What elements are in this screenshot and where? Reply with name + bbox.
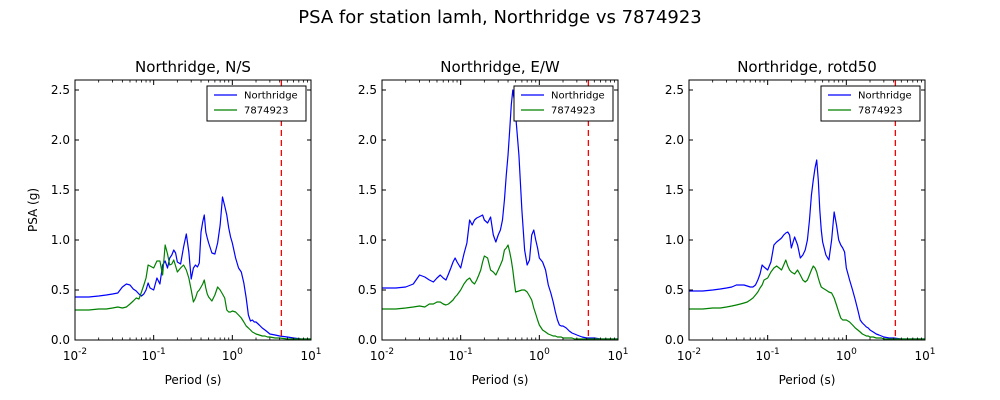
legend-label-7874923: 7874923 (244, 106, 289, 117)
legend-label-Northridge: Northridge (244, 91, 298, 102)
chart-panel-2: Northridge, E/W 0.0 0.5 1.0 1.5 2.0 2.5 10-2 10-… (358, 58, 629, 387)
x-tick-label: 10-2 (63, 347, 87, 363)
series-line-7874923 (382, 244, 618, 340)
x-tick-label: 10-1 (449, 347, 473, 363)
series-line-Northridge (75, 196, 311, 340)
panel-title: Northridge, E/W (440, 58, 560, 76)
x-axis-label: Period (s) (165, 373, 222, 387)
y-tick-label: 0.0 (358, 333, 377, 347)
y-tick-label: 0.5 (51, 283, 70, 297)
axes-frame (688, 79, 926, 341)
x-tick-label: 101 (914, 347, 935, 363)
plot-area (75, 80, 311, 340)
y-tick-label: 2.5 (51, 83, 70, 97)
chart-panel-1: Northridge, N/S 0.0 0.5 1.0 1.5 2.0 2.5 10-2 10-… (26, 58, 322, 387)
y-tick-label: 2.5 (665, 83, 684, 97)
y-tick-label: 1.5 (51, 183, 70, 197)
series-line-7874923 (689, 259, 925, 340)
legend: Northridge 7874923 (206, 85, 307, 122)
chart-panels: Northridge, N/S 0.0 0.5 1.0 1.5 2.0 2.5 10-2 10-… (26, 58, 936, 387)
y-tick-label: 1.5 (665, 183, 684, 197)
y-tick-label: 2.0 (358, 133, 377, 147)
y-tick-label: 0.0 (665, 333, 684, 347)
series-line-Northridge (382, 89, 618, 340)
chart-panel-3: Northridge, rotd50 0.0 0.5 1.0 1.5 2.0 2.5 10-2… (665, 58, 936, 387)
x-tick-label: 10-1 (142, 347, 166, 363)
y-tick-label: 2.0 (665, 133, 684, 147)
axes-frame (74, 79, 312, 341)
legend-label-7874923: 7874923 (551, 106, 596, 117)
y-tick-label: 0.0 (51, 333, 70, 347)
legend-label-7874923: 7874923 (858, 106, 903, 117)
x-tick-label: 101 (607, 347, 628, 363)
legend: Northridge 7874923 (820, 85, 921, 122)
x-tick-label: 10-1 (756, 347, 780, 363)
legend-label-Northridge: Northridge (551, 91, 605, 102)
plot-area (689, 80, 925, 340)
x-tick-label: 101 (300, 347, 321, 363)
legend-box (820, 85, 921, 122)
y-tick-label: 1.5 (358, 183, 377, 197)
y-tick-label: 1.0 (51, 233, 70, 247)
legend: Northridge 7874923 (513, 85, 614, 122)
plot-area (382, 80, 618, 340)
legend-label-Northridge: Northridge (858, 91, 912, 102)
y-axis-label: PSA (g) (26, 188, 40, 232)
panel-title: Northridge, rotd50 (737, 58, 877, 76)
x-tick-label: 10-2 (677, 347, 701, 363)
panel-title: Northridge, N/S (135, 58, 251, 76)
legend-box (206, 85, 307, 122)
x-tick-label: 100 (222, 347, 243, 363)
axes-frame (381, 79, 619, 341)
series-line-7874923 (75, 244, 311, 340)
y-tick-label: 2.5 (358, 83, 377, 97)
y-tick-label: 2.0 (51, 133, 70, 147)
x-tick-label: 100 (529, 347, 550, 363)
y-tick-label: 1.0 (665, 233, 684, 247)
figure-title: PSA for station lamh, Northridge vs 7874… (298, 7, 702, 28)
x-tick-label: 10-2 (370, 347, 394, 363)
y-tick-label: 1.0 (358, 233, 377, 247)
y-tick-label: 0.5 (358, 283, 377, 297)
y-tick-label: 0.5 (665, 283, 684, 297)
x-axis-label: Period (s) (779, 373, 836, 387)
legend-box (513, 85, 614, 122)
x-tick-label: 100 (836, 347, 857, 363)
series-line-Northridge (689, 159, 925, 340)
x-axis-label: Period (s) (472, 373, 529, 387)
